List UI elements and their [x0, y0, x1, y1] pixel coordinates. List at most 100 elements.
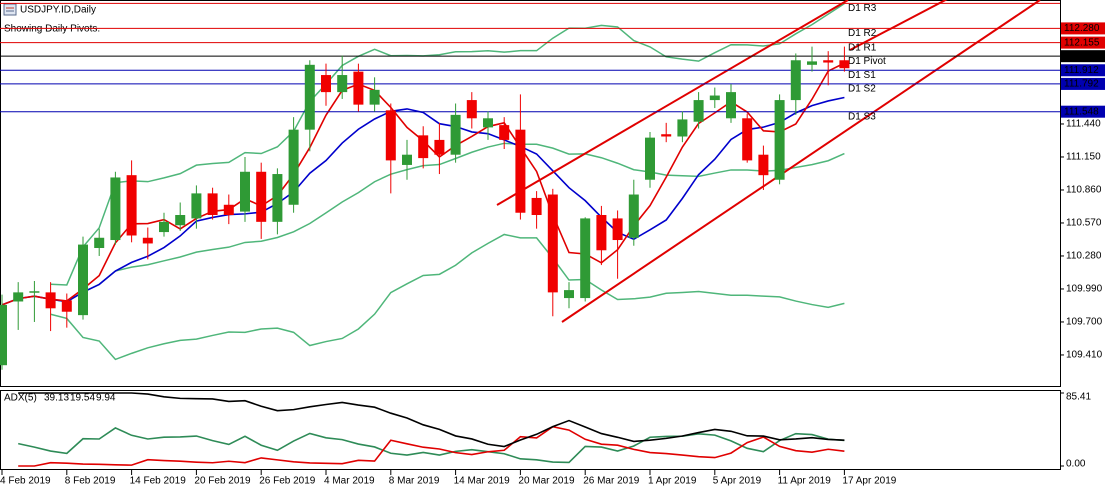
- pivot-name: D1 R2: [848, 28, 877, 39]
- adx-tick-label: 0.00: [1066, 459, 1086, 470]
- pivot-name: D1 S3: [848, 111, 876, 122]
- x-tick-label: 20 Feb 2019: [194, 476, 251, 487]
- candle-body: [256, 171, 267, 222]
- price-tag-label: 111.548: [1064, 106, 1099, 117]
- adx-name: ADX(5): [4, 393, 37, 404]
- candle-body: [628, 194, 639, 238]
- bollinger-middle: [50, 142, 845, 303]
- x-tick-label: 8 Mar 2019: [389, 476, 440, 487]
- x-tick-label: 5 Apr 2019: [713, 476, 762, 487]
- price-tag-label: 112.280: [1064, 23, 1100, 34]
- x-tick-label: 4 Mar 2019: [324, 476, 375, 487]
- candle-body: [304, 64, 315, 130]
- x-tick-label: 4 Feb 2019: [0, 476, 51, 487]
- bollinger-lower: [50, 233, 845, 361]
- x-tick-label: 1 Apr 2019: [648, 476, 697, 487]
- candle-body: [369, 89, 380, 105]
- price-tag-label: 111.912: [1064, 65, 1099, 76]
- candle-body: [790, 60, 801, 101]
- candle-body: [385, 110, 396, 161]
- x-tick-label: 14 Feb 2019: [130, 476, 187, 487]
- candle-body: [321, 75, 331, 93]
- y-tick-label: 110.860: [1066, 185, 1102, 196]
- candle-body: [758, 154, 769, 176]
- candle-body: [110, 177, 121, 241]
- candle-body: [191, 193, 202, 219]
- price-tag-label: 112.155: [1064, 37, 1100, 48]
- candle-body: [839, 60, 850, 69]
- trendline: [561, 0, 1041, 323]
- y-tick-label: 111.150: [1066, 152, 1101, 163]
- candle-body: [612, 218, 623, 241]
- candle-body: [353, 71, 364, 105]
- price-tag: [1061, 105, 1105, 118]
- y-tick-label: 109.990: [1066, 284, 1103, 295]
- pivot-name: D1 Pivot: [848, 56, 886, 67]
- price-tag: [1061, 64, 1105, 77]
- x-tick-label: 20 Mar 2019: [518, 476, 575, 487]
- candle-body: [499, 125, 510, 140]
- pivot-name: D1 S1: [848, 70, 876, 81]
- y-tick-label: 109.700: [1066, 317, 1103, 328]
- chart-icon: [3, 3, 17, 16]
- candle-body: [450, 114, 461, 155]
- trendline: [849, 0, 948, 51]
- y-tick-label: 110.280: [1066, 251, 1102, 262]
- price-tag: [1061, 36, 1105, 49]
- candle-body: [693, 100, 704, 122]
- candle-body: [807, 61, 817, 65]
- candle-body: [580, 218, 591, 299]
- candle-body: [661, 134, 672, 137]
- chart-title: USDJPY.ID,Daily: [20, 5, 96, 16]
- candle-body: [774, 100, 785, 180]
- candle-body: [61, 300, 72, 312]
- candle-body: [29, 291, 40, 293]
- candle-body: [564, 290, 574, 299]
- candle-body: [547, 194, 558, 293]
- pivot-name: D1 S2: [848, 84, 876, 95]
- candle-body: [223, 204, 234, 216]
- adx-minus-di: [18, 425, 845, 467]
- candle-body: [531, 197, 542, 216]
- pivot-name: D1 R3: [848, 3, 877, 14]
- adx-line: [18, 392, 845, 448]
- x-tick-label: 26 Mar 2019: [583, 476, 640, 487]
- candle-body: [45, 292, 56, 309]
- x-tick-label: 17 Apr 2019: [842, 476, 896, 487]
- x-tick-label: 8 Feb 2019: [65, 476, 116, 487]
- price-tag: [1061, 22, 1105, 35]
- adx-tick-label: 85.41: [1066, 392, 1091, 403]
- main-frame: [0, 0, 1061, 387]
- pivot-name: D1 R1: [848, 42, 877, 53]
- chart-subtitle: Showing Daily Pivots.: [4, 24, 100, 35]
- adx-value: 39.13: [44, 393, 69, 404]
- candle-body: [823, 60, 834, 63]
- price-tag-label: 112.036: [1064, 51, 1100, 62]
- y-tick-label: 111.440: [1066, 119, 1101, 130]
- adx-value: 19.54: [70, 393, 95, 404]
- candle-body: [78, 244, 88, 316]
- candle-body: [434, 139, 445, 155]
- moving-average-slow: [1, 96, 845, 306]
- candle-body: [726, 92, 736, 119]
- adx-plus-di: [18, 427, 845, 464]
- candle-body: [94, 237, 105, 249]
- adx-frame: [0, 390, 1061, 470]
- price-tag: [1061, 77, 1105, 90]
- candle-body: [596, 215, 607, 251]
- candle-body: [13, 292, 24, 302]
- candle-body: [288, 129, 299, 205]
- candle-body: [126, 175, 137, 236]
- candle-body: [0, 304, 7, 366]
- candle-body: [677, 119, 688, 137]
- candle-body: [483, 118, 493, 128]
- candle-body: [272, 174, 283, 222]
- price-tag: [1061, 50, 1105, 63]
- candle-body: [175, 215, 186, 226]
- price-tag-label: 111.792: [1064, 79, 1099, 90]
- candle-body: [515, 129, 526, 213]
- candle-body: [159, 221, 169, 233]
- trendlines: [496, 0, 1041, 323]
- candle-body: [240, 171, 250, 212]
